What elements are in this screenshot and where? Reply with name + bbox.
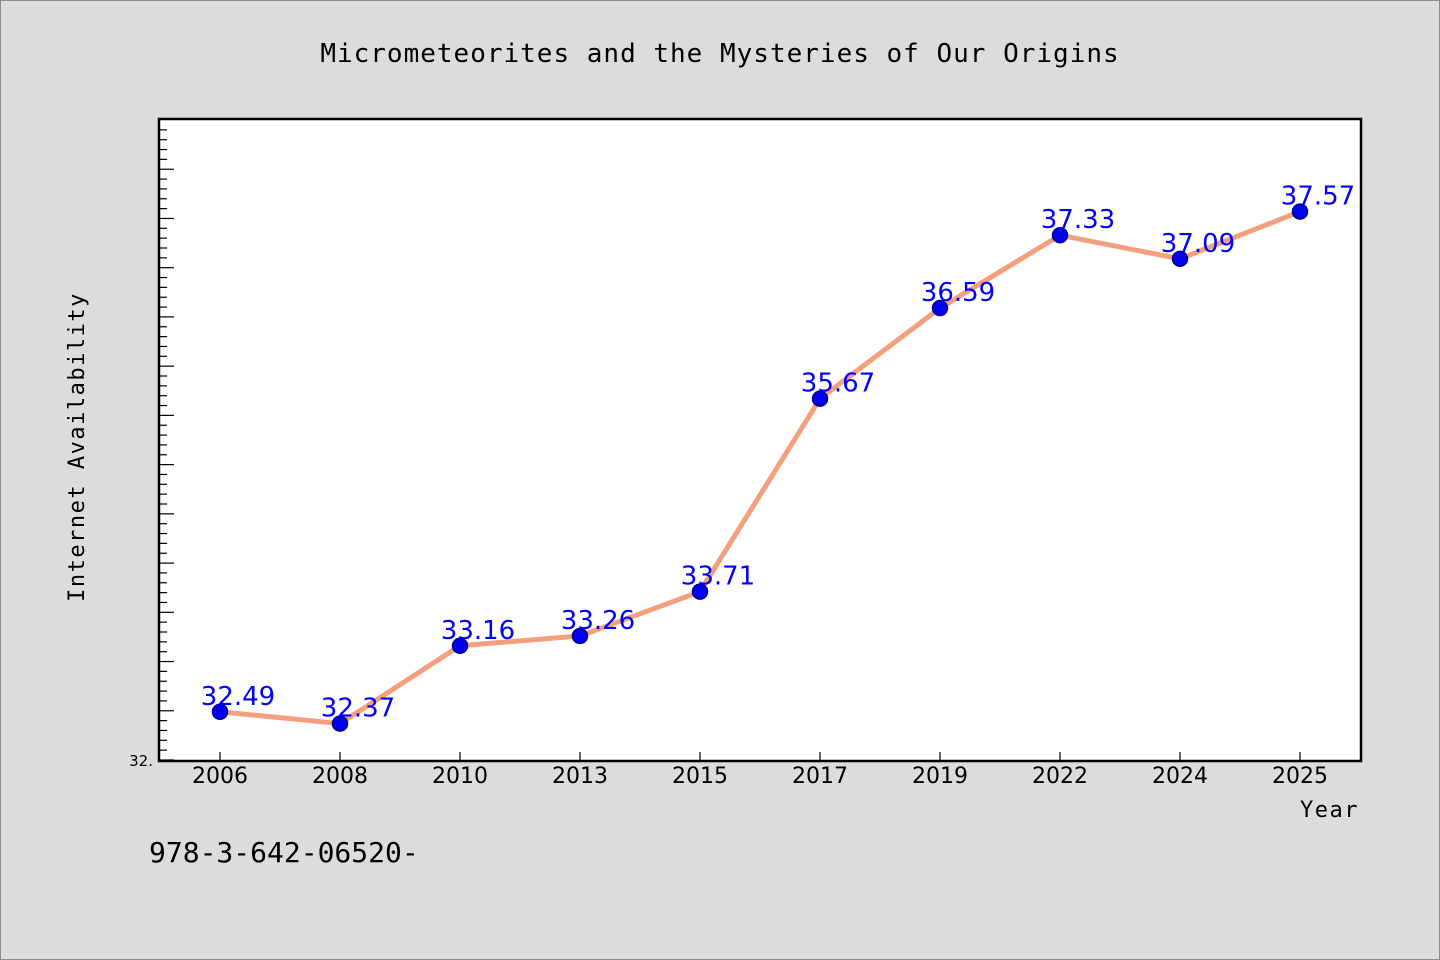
data-label: 32.49 — [201, 682, 275, 712]
y-axis-label: Internet Availability — [65, 292, 90, 602]
data-label: 35.67 — [801, 369, 875, 399]
x-tick-label: 2024 — [1152, 764, 1208, 789]
data-point — [571, 627, 589, 645]
data-point — [211, 703, 229, 721]
x-axis-label: Year — [1300, 798, 1359, 823]
data-point — [1051, 226, 1069, 244]
data-label: 37.57 — [1281, 182, 1355, 212]
x-axis-tick-labels: 2006 2008 2010 2013 2015 2017 2019 2022 2024 2025 — [192, 764, 1328, 789]
x-tick-label: 2017 — [792, 764, 848, 789]
data-label: 33.16 — [441, 616, 515, 646]
data-labels-group: 32.49 32.37 33.16 33.26 33.71 35.67 36.59 37.33… — [201, 182, 1355, 724]
data-point — [331, 715, 349, 732]
series-markers-group — [211, 203, 1309, 732]
y-axis-ticks — [160, 129, 174, 761]
series-line — [217, 209, 1303, 727]
x-tick-label: 2013 — [552, 764, 608, 789]
plot-area — [157, 117, 1363, 763]
data-point — [1291, 203, 1309, 220]
data-label: 33.26 — [561, 606, 635, 636]
x-tick-label: 2006 — [192, 764, 248, 789]
data-label: 37.33 — [1041, 205, 1115, 235]
x-axis-ticks — [219, 752, 1301, 760]
data-point — [451, 637, 469, 655]
x-tick-label: 2022 — [1032, 764, 1088, 789]
data-label: 37.09 — [1161, 229, 1235, 259]
footnote: 978-3-642-06520- — [149, 836, 419, 869]
data-point — [931, 299, 949, 317]
x-tick-label: 2015 — [672, 764, 728, 789]
data-label: 36.59 — [921, 278, 995, 308]
data-point — [1171, 250, 1189, 268]
x-tick-label: 2019 — [912, 764, 968, 789]
x-tick-label: 2010 — [432, 764, 488, 789]
data-point — [691, 583, 709, 600]
series-line-group — [217, 209, 1303, 727]
x-tick-label: 2008 — [312, 764, 368, 789]
y-tick-label: 32. — [129, 752, 153, 770]
data-label: 32.37 — [321, 694, 395, 724]
chart-title: Micrometeorites and the Mysteries of Our… — [320, 39, 1119, 69]
x-tick-label: 2025 — [1272, 764, 1328, 789]
data-point — [811, 390, 829, 407]
data-label: 33.71 — [681, 562, 755, 592]
